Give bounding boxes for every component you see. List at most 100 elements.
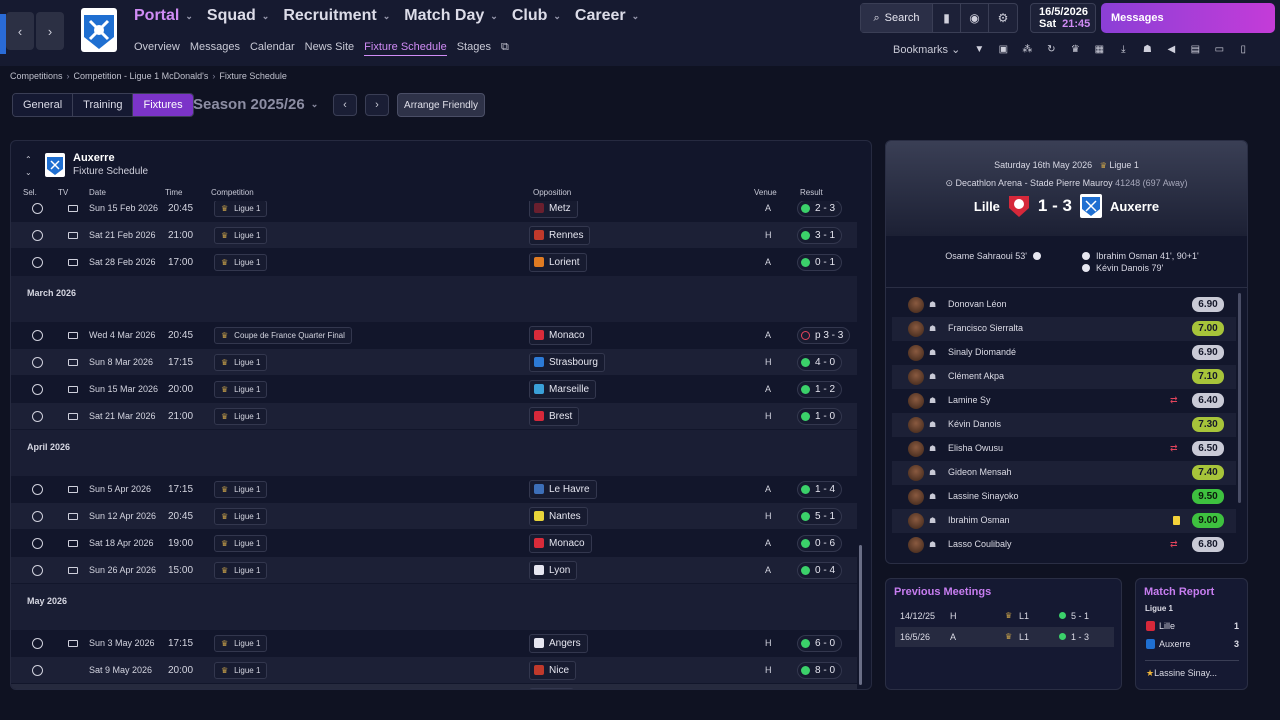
tv-icon[interactable] [68, 204, 78, 212]
submenu-overview[interactable]: Overview [134, 41, 180, 53]
player-name[interactable]: Clément Akpa [948, 371, 1005, 381]
player-name[interactable]: Sinaly Diomandé [948, 347, 1017, 357]
opposition-link[interactable]: Rennes [529, 225, 591, 245]
home-team[interactable]: Lille [973, 198, 1000, 214]
phone-icon[interactable]: ▯ [1240, 44, 1247, 55]
tv-icon[interactable] [68, 231, 78, 239]
submenu-fixture-schedule[interactable]: Fixture Schedule [364, 41, 447, 56]
trophy-icon[interactable]: ♛ [1070, 44, 1080, 55]
breadcrumb-competition[interactable]: Competition - Ligue 1 McDonald's [73, 71, 209, 81]
match-report-home[interactable]: Lille 1 [1146, 619, 1239, 635]
tv-icon[interactable] [68, 639, 78, 647]
select-radio[interactable] [32, 383, 43, 395]
submenu-stages[interactable]: Stages [456, 41, 491, 53]
match-report-away[interactable]: Auxerre 3 [1146, 637, 1239, 653]
select-radio[interactable] [32, 410, 43, 422]
gear-icon[interactable]: ⚙ [997, 11, 1009, 25]
select-radio[interactable] [32, 564, 43, 576]
select-radio[interactable] [32, 664, 43, 676]
clipboard-icon[interactable]: ▣ [998, 44, 1009, 55]
select-radio[interactable] [32, 256, 43, 268]
competition-badge[interactable]: ♛Ligue 1 [214, 661, 268, 679]
forward-button[interactable]: › [36, 12, 64, 50]
player-row[interactable]: ☗ Donovan Léon 6.90 [892, 293, 1236, 317]
col-opposition[interactable]: Opposition [533, 188, 572, 197]
player-name[interactable]: Ibrahim Osman [948, 515, 1010, 525]
fixture-scrollbar[interactable] [859, 545, 862, 685]
bookmark-icon[interactable]: ▮ [933, 4, 961, 32]
competition-badge[interactable]: ♛Ligue 1 [214, 201, 268, 217]
opposition-link[interactable]: Nice [529, 660, 577, 680]
col-result[interactable]: Result [800, 188, 823, 197]
player-row[interactable]: ☗ Gideon Mensah 7.40 [892, 461, 1236, 485]
tab-general[interactable]: General [13, 94, 74, 116]
player-row[interactable]: ☗ Clément Akpa 7.10 [892, 365, 1236, 389]
result-badge[interactable]: 1 - 3 [797, 688, 843, 689]
menu-portal[interactable]: Portal ⌄ [134, 7, 193, 25]
competition-badge[interactable]: ♛Ligue 1 [214, 534, 268, 552]
fixture-row[interactable]: Sat 21 Feb 2026 21:00 ♛ Ligue 1 Rennes H 3 - 1 [11, 222, 857, 248]
result-badge[interactable]: 6 - 0 [797, 634, 843, 652]
player-row[interactable]: ☗ Lamine Sy ⇄ 6.40 [892, 389, 1236, 413]
result-badge[interactable]: 5 - 1 [797, 507, 843, 525]
away-team[interactable]: Auxerre [1109, 198, 1160, 214]
col-sel[interactable]: Sel. [23, 188, 37, 197]
search-button[interactable]: ⌕ Search [861, 4, 933, 32]
menu-club[interactable]: Club ⌄ [512, 7, 561, 25]
player-row[interactable]: ☗ Lasso Coulibaly ⇄ 6.80 [892, 533, 1236, 557]
competition-badge[interactable]: ♛Ligue 1 [214, 407, 268, 425]
opposition-link[interactable]: Marseille [529, 379, 597, 399]
club-crest-icon[interactable] [80, 7, 118, 53]
game-date[interactable]: 16/5/2026 Sat 21:45 [1030, 3, 1096, 33]
competition-badge[interactable]: ♛Ligue 1 [214, 688, 268, 689]
submenu-news-site[interactable]: News Site [304, 41, 355, 53]
select-radio[interactable] [32, 329, 43, 341]
tv-icon[interactable] [68, 385, 78, 393]
competition-badge[interactable]: ♛Ligue 1 [214, 561, 268, 579]
player-row[interactable]: ☗ Lassine Sinayoko 9.50 [892, 485, 1236, 509]
shirt-icon[interactable]: ▼ [974, 44, 985, 55]
menu-recruitment[interactable]: Recruitment ⌄ [283, 7, 390, 25]
result-badge[interactable]: 1 - 0 [797, 407, 843, 425]
calendar-icon[interactable]: ▦ [1094, 44, 1105, 55]
opposition-link[interactable]: Lille [529, 687, 574, 689]
competition-badge[interactable]: ♛Ligue 1 [214, 480, 268, 498]
bookmarks-dropdown[interactable]: Bookmarks ⌄ [893, 44, 961, 56]
opposition-link[interactable]: Le Havre [529, 479, 597, 499]
ball-icon[interactable]: ◉ [961, 4, 989, 32]
col-tv[interactable]: TV [58, 188, 69, 197]
select-radio[interactable] [32, 229, 43, 241]
tv-icon[interactable] [68, 258, 78, 266]
player-row[interactable]: ☗ Francisco Sierralta 7.00 [892, 317, 1236, 341]
result-badge[interactable]: 0 - 1 [797, 253, 843, 271]
select-radio[interactable] [32, 537, 43, 549]
fixture-row[interactable]: Sun 12 Apr 2026 20:45 ♛ Ligue 1 Nantes H 5 - 1 [11, 503, 857, 529]
competition-badge[interactable]: ♛Ligue 1 [214, 253, 268, 271]
opposition-link[interactable]: Lyon [529, 560, 578, 580]
fixture-row[interactable]: Sun 15 Feb 2026 20:45 ♛ Ligue 1 Metz A 2 - 3 [11, 201, 857, 221]
col-competition[interactable]: Competition [211, 188, 254, 197]
tv-icon[interactable] [68, 539, 78, 547]
tv-icon[interactable] [68, 412, 78, 420]
select-radio[interactable] [32, 637, 43, 649]
tv-icon[interactable] [68, 358, 78, 366]
external-link-icon[interactable]: ⧉ [500, 41, 509, 53]
player-name[interactable]: Donovan Léon [948, 299, 1007, 309]
ratings-scrollbar[interactable] [1238, 293, 1241, 503]
season-selector[interactable]: Season 2025/26 ⌄ [193, 96, 319, 113]
player-row[interactable]: ☗ Sinaly Diomandé 6.90 [892, 341, 1236, 365]
fixture-row[interactable]: Sun 8 Mar 2026 17:15 ♛ Ligue 1 Strasbourg H 4 … [11, 349, 857, 375]
competition-badge[interactable]: ♛Ligue 1 [214, 380, 268, 398]
col-date[interactable]: Date [89, 188, 106, 197]
match-report-title[interactable]: Match Report [1144, 586, 1215, 598]
player-row[interactable]: ☗ Elisha Owusu ⇄ 6.50 [892, 437, 1236, 461]
result-badge[interactable]: 1 - 4 [797, 480, 843, 498]
menu-career[interactable]: Career ⌄ [575, 7, 639, 25]
tv-icon[interactable] [68, 331, 78, 339]
competition-badge[interactable]: ♛Ligue 1 [214, 507, 268, 525]
tab-fixtures[interactable]: Fixtures [133, 94, 193, 116]
player-name[interactable]: Kévin Danois [948, 419, 1002, 429]
previous-meetings-title[interactable]: Previous Meetings [894, 586, 992, 598]
fixture-row[interactable]: Sat 28 Feb 2026 17:00 ♛ Ligue 1 Lorient A 0 - … [11, 249, 857, 275]
opposition-link[interactable]: Monaco [529, 533, 592, 553]
